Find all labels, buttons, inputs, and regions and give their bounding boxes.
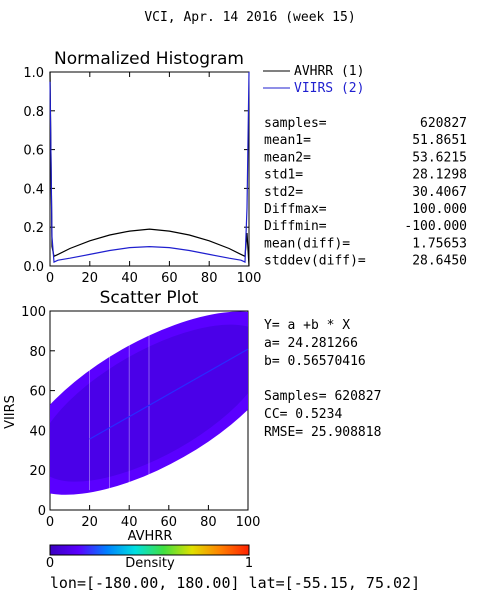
stat-value: 28.1298	[412, 168, 467, 183]
histogram-series-viirs	[49, 71, 250, 264]
stat-label: samples=	[264, 116, 327, 131]
regression-slope: b= 0.56570416	[264, 354, 366, 369]
regression-info: Y= a +b * X a= 24.281266 b= 0.56570416 S…	[264, 318, 381, 440]
histogram-y-tick-label: 0.4	[23, 182, 44, 197]
scatter-y-tick-label: 80	[29, 345, 46, 360]
scatter-samples: Samples= 620827	[264, 389, 381, 404]
scatter-x-tick-label: 60	[161, 515, 178, 530]
scatter-y-axis-label: VIIRS	[3, 395, 18, 429]
stat-label: stddev(diff)=	[264, 254, 366, 269]
histogram-axes: 0 20 40 60 80 100 0.0 0.2 0.4 0.6 0.8 1.0	[23, 66, 261, 286]
regression-intercept: a= 24.281266	[264, 336, 358, 351]
histogram-x-tick-label: 80	[201, 271, 218, 286]
stat-value: 620827	[420, 116, 467, 131]
stat-label: Diffmin=	[264, 219, 327, 234]
histogram-x-tick-label: 20	[82, 271, 99, 286]
histogram-x-tick-label: 0	[46, 271, 54, 286]
stat-label: mean1=	[264, 133, 311, 148]
histogram-y-tick-label: 0.6	[23, 144, 44, 159]
stat-value: 1.75653	[412, 236, 467, 251]
histogram-legend: AVHRR (1) VIIRS (2)	[263, 64, 364, 96]
scatter-x-tick-label: 40	[121, 515, 138, 530]
stat-label: mean2=	[264, 150, 311, 165]
scatter-y-tick-label: 40	[29, 424, 46, 439]
histogram-series-avhrr	[49, 71, 250, 267]
stat-value: 53.6215	[412, 150, 467, 165]
histogram-title: Normalized Histogram	[54, 49, 244, 69]
colorbar-min-label: 0	[46, 556, 54, 571]
scatter-x-axis-label: AVHRR	[128, 529, 173, 544]
scatter-x-tick-label: 0	[46, 515, 54, 530]
stat-label: std2=	[264, 185, 303, 200]
scatter-rmse: RMSE= 25.908818	[264, 425, 381, 440]
scatter-y-tick-label: 0	[38, 504, 46, 519]
histogram-y-tick-label: 0.8	[23, 105, 44, 120]
scatter-title: Scatter Plot	[100, 288, 199, 308]
histogram-y-tick-label: 0.2	[23, 221, 44, 236]
stat-value: 100.000	[412, 202, 467, 217]
stat-value: -100.000	[404, 219, 467, 234]
histogram-x-tick-label: 60	[161, 271, 178, 286]
scatter-y-tick-label: 100	[21, 305, 46, 320]
scatter-x-tick-label: 100	[236, 515, 261, 530]
scatter-plot-area	[50, 311, 249, 495]
density-colorbar: 0 Density 1	[46, 544, 253, 571]
stat-label: Diffmax=	[264, 202, 327, 217]
scatter-x-tick-label: 80	[200, 515, 217, 530]
histogram-plot-area	[49, 71, 250, 267]
colorbar-gradient	[49, 544, 250, 556]
histogram-x-tick-label: 100	[237, 271, 262, 286]
colorbar-title: Density	[125, 556, 175, 571]
colorbar-max-label: 1	[245, 556, 253, 571]
histogram-frame	[49, 71, 250, 267]
statistics-table: samples= 620827 mean1= 51.8651 mean2= 53.6215…	[264, 116, 467, 269]
coordinate-range: lon=[-180.00, 180.00] lat=[-55.15, 75.02…	[50, 574, 420, 592]
stat-value: 28.6450	[412, 254, 467, 269]
regression-line	[89, 348, 249, 440]
scatter-x-tick-label: 20	[81, 515, 98, 530]
scatter-y-tick-label: 20	[29, 464, 46, 479]
histogram-x-tick-label: 40	[121, 271, 138, 286]
stat-value: 30.4067	[412, 185, 467, 200]
stat-label: mean(diff)=	[264, 236, 350, 251]
regression-equation: Y= a +b * X	[264, 318, 350, 333]
stat-value: 51.8651	[412, 133, 467, 148]
stat-label: std1=	[264, 168, 303, 183]
legend-label-viirs: VIIRS (2)	[294, 81, 364, 96]
histogram-y-tick-label: 1.0	[23, 66, 44, 81]
histogram-y-tick-label: 0.0	[23, 260, 44, 275]
scatter-correlation: CC= 0.5234	[264, 407, 342, 422]
legend-label-avhrr: AVHRR (1)	[294, 64, 364, 79]
scatter-y-tick-label: 60	[29, 385, 46, 400]
page-title: VCI, Apr. 14 2016 (week 15)	[144, 10, 355, 25]
